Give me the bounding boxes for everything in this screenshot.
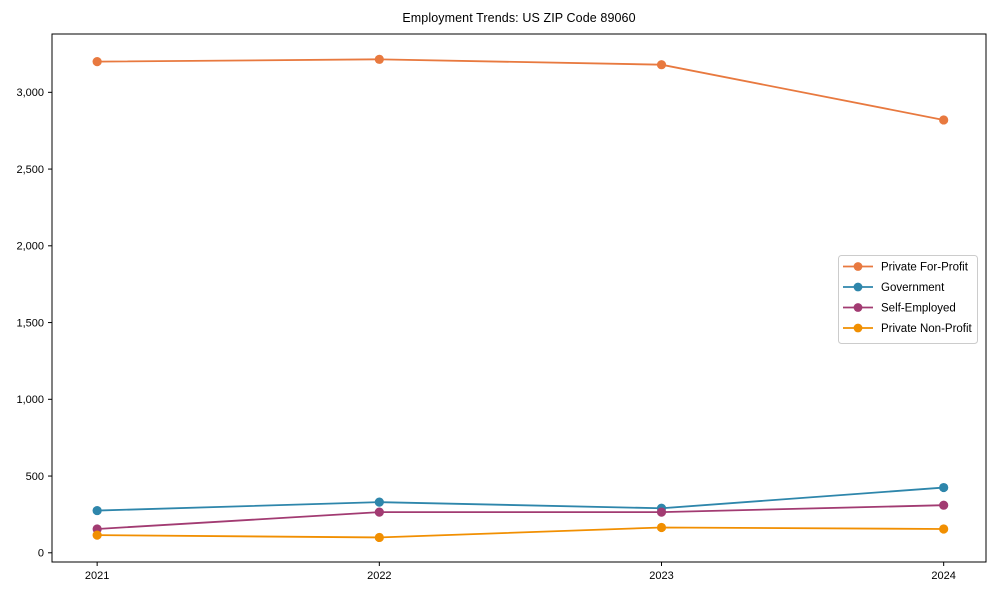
data-point-private-non-profit-2023 [656, 522, 667, 533]
data-point-self-employed-2023 [656, 507, 667, 517]
data-point-private-non-profit-2022 [374, 532, 384, 543]
data-point-private-for-profit-2024 [939, 115, 949, 125]
legend-swatch-marker-private-for-profit [853, 262, 863, 271]
legend-swatch-marker-government [853, 282, 863, 292]
data-point-government-2024 [939, 482, 949, 493]
y-tick-label: 2,500 [16, 164, 44, 176]
x-tick-label: 2022 [367, 570, 391, 582]
y-tick-label: 500 [26, 471, 44, 483]
x-tick-label: 2021 [85, 570, 109, 582]
legend-swatch-marker-private-non-profit [853, 323, 863, 333]
legend-box [838, 255, 978, 344]
data-point-self-employed-2022 [374, 507, 384, 517]
legend-label-private-non-profit: Private Non-Profit [881, 323, 973, 335]
data-point-private-non-profit-2021 [92, 530, 102, 540]
series-line-government [96, 486, 945, 512]
data-point-self-employed-2024 [939, 500, 949, 510]
legend-label-private-for-profit: Private For-Profit [881, 262, 969, 274]
data-point-government-2021 [92, 505, 102, 516]
legend-swatch-marker-self-employed [853, 303, 863, 312]
plot-border [51, 33, 987, 563]
x-tick-label: 2024 [931, 570, 955, 582]
chart-title: Employment Trends: US ZIP Code 89060 [402, 11, 636, 25]
y-tick-label: 2,000 [16, 241, 44, 253]
series-line-private-for-profit [96, 58, 945, 121]
data-point-private-for-profit-2023 [656, 60, 667, 70]
series-line-private-non-profit [96, 526, 945, 539]
data-point-government-2022 [374, 497, 384, 507]
data-point-private-for-profit-2021 [92, 57, 102, 67]
legend-label-self-employed: Self-Employed [881, 303, 956, 315]
legend-label-government: Government [881, 282, 945, 294]
y-tick-label: 0 [38, 548, 44, 560]
y-tick-label: 1,000 [16, 394, 44, 406]
y-tick-label: 1,500 [16, 317, 44, 329]
x-tick-label: 2023 [649, 570, 673, 582]
y-tick-label: 3,000 [16, 87, 44, 99]
data-point-private-for-profit-2022 [374, 54, 384, 64]
series-line-self-employed [96, 504, 945, 530]
data-point-private-non-profit-2024 [939, 524, 949, 534]
